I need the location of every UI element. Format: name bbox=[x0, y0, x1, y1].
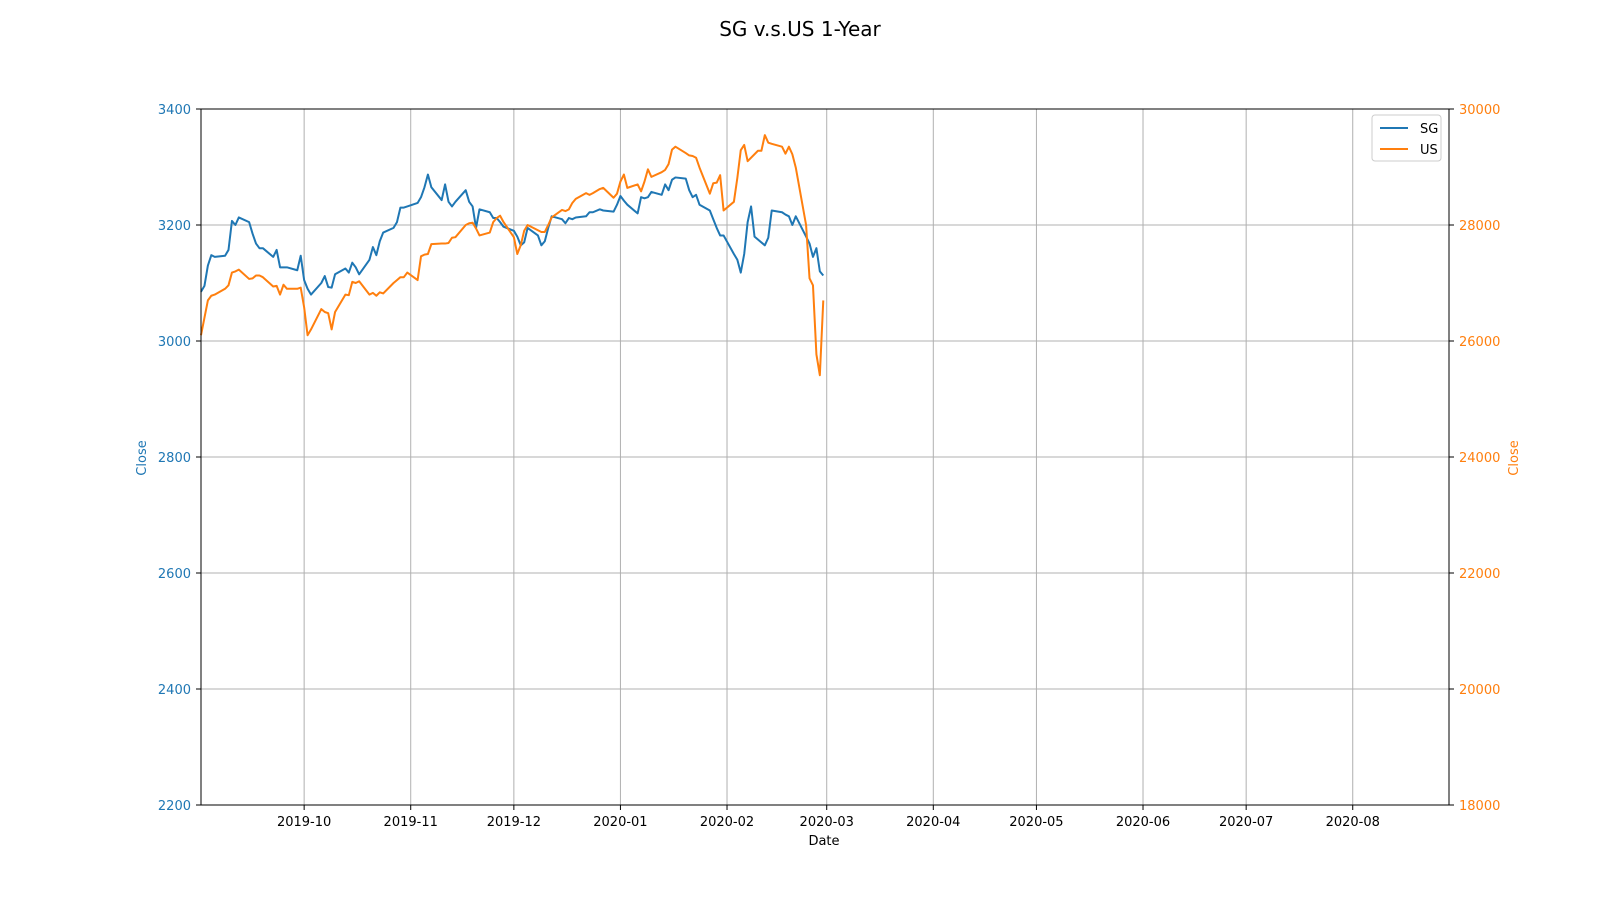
y-left-tick-label: 3200 bbox=[158, 219, 191, 234]
y-right-tick-label: 18000 bbox=[1459, 799, 1500, 814]
axes: 2019-10 2019-11 2019-12 2020-01 2020-02 2020-… bbox=[158, 103, 1500, 830]
x-tick-label: 2020-02 bbox=[700, 815, 754, 830]
x-tick-label: 2020-03 bbox=[800, 815, 854, 830]
y-axis-label-right: Close bbox=[1507, 440, 1522, 475]
y-right-tick-label: 28000 bbox=[1459, 219, 1500, 234]
legend: SG US bbox=[1371, 114, 1442, 162]
x-tick-label: 2020-08 bbox=[1326, 815, 1380, 830]
y-right-tick-label: 22000 bbox=[1459, 567, 1500, 582]
x-tick-label: 2020-01 bbox=[593, 815, 647, 830]
y-right-tick-label: 24000 bbox=[1459, 451, 1500, 466]
x-tick-label: 2020-07 bbox=[1219, 815, 1273, 830]
plot-area bbox=[200, 134, 825, 377]
x-axis-label: Date bbox=[808, 834, 839, 849]
y-left-tick-label: 2600 bbox=[158, 567, 191, 582]
y-left-tick-label: 3000 bbox=[158, 335, 191, 350]
grid-lines bbox=[201, 108, 1449, 806]
x-tick-label: 2019-10 bbox=[277, 815, 331, 830]
y-right-tick-label: 26000 bbox=[1459, 335, 1500, 350]
x-tick-label: 2019-11 bbox=[384, 815, 438, 830]
plot-frame bbox=[200, 108, 1450, 806]
y-right-tick-label: 30000 bbox=[1459, 103, 1500, 118]
y-right-tick-label: 20000 bbox=[1459, 683, 1500, 698]
y-left-tick-label: 2400 bbox=[158, 683, 191, 698]
x-tick-label: 2020-06 bbox=[1116, 815, 1170, 830]
legend-label-sg: SG bbox=[1420, 122, 1438, 137]
x-tick-label: 2020-04 bbox=[906, 815, 960, 830]
series-line-sg bbox=[200, 173, 825, 296]
series-line-us bbox=[200, 134, 825, 377]
y-axis-label-left: Close bbox=[135, 440, 150, 475]
x-tick-label: 2019-12 bbox=[487, 815, 541, 830]
chart-title: SG v.s.US 1-Year bbox=[719, 17, 881, 41]
x-tick-label: 2020-05 bbox=[1009, 815, 1063, 830]
y-left-tick-label: 3400 bbox=[158, 103, 191, 118]
legend-label-us: US bbox=[1420, 143, 1438, 158]
y-left-tick-label: 2200 bbox=[158, 799, 191, 814]
y-left-tick-label: 2800 bbox=[158, 451, 191, 466]
